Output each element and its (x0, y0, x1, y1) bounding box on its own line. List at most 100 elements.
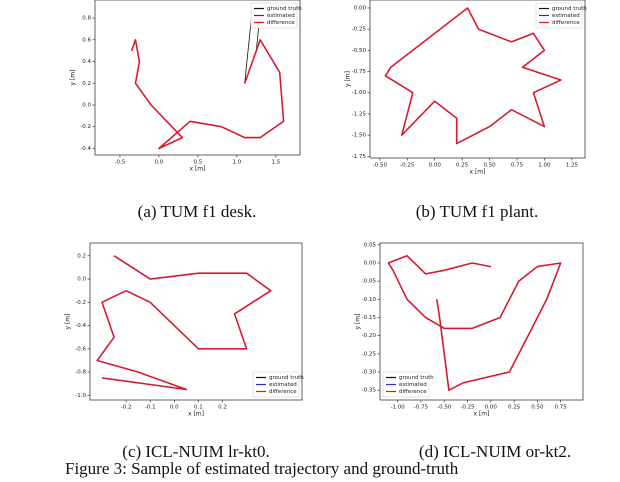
x-tick-label: 0.50 (483, 163, 496, 169)
legend-label: difference (552, 20, 580, 26)
x-tick-label: 1.0 (232, 160, 241, 166)
legend-label: estimated (269, 382, 297, 388)
y-tick-label: -0.05 (362, 279, 377, 285)
x-tick-label: 0.2 (218, 405, 227, 411)
y-axis-label: y [m] (345, 71, 352, 87)
legend-label: estimated (267, 13, 295, 19)
x-tick-label: -0.50 (373, 163, 388, 169)
trajectory (96, 255, 272, 391)
y-tick-label: -1.75 (352, 154, 367, 160)
y-tick-label: -0.4 (75, 323, 86, 329)
y-tick-label: -0.20 (362, 333, 377, 339)
y-tick-label: -0.8 (75, 370, 86, 376)
y-tick-label: 0.2 (82, 81, 91, 87)
x-tick-label: -0.5 (115, 160, 126, 166)
y-tick-label: -1.50 (352, 133, 367, 139)
trajectory (96, 255, 272, 390)
y-tick-label: -0.75 (352, 69, 367, 75)
x-tick-label: 0.5 (194, 160, 203, 166)
subfigure-caption: (c) ICL-NUIM lr-kt0. (122, 442, 269, 461)
trajectory (385, 7, 562, 144)
y-tick-label: 0.05 (364, 242, 377, 248)
legend-label: ground truth (269, 375, 304, 381)
x-tick-label: 1.25 (566, 163, 579, 169)
subfigure-caption: (d) ICL-NUIM or-kt2. (419, 442, 571, 461)
y-tick-label: -1.25 (352, 111, 367, 117)
y-tick-label: -1.00 (352, 90, 367, 96)
x-axis-label: x [m] (188, 411, 204, 418)
legend-label: ground truth (267, 6, 302, 12)
x-tick-label: 0.50 (531, 405, 544, 411)
y-tick-label: -0.2 (75, 300, 86, 306)
figure-caption: Figure 3: Sample of estimated trajectory… (65, 459, 459, 478)
legend-label: difference (267, 20, 295, 26)
x-axis-label: x [m] (470, 169, 486, 176)
x-tick-label: -0.75 (414, 405, 429, 411)
x-tick-label: 0.25 (508, 405, 521, 411)
y-tick-label: 0.6 (82, 37, 91, 43)
y-tick-label: 0.0 (77, 277, 86, 283)
x-axis-label: x [m] (190, 166, 206, 173)
trajectory (384, 7, 562, 145)
y-tick-label: -0.10 (362, 297, 377, 303)
x-tick-label: 1.00 (538, 163, 551, 169)
y-tick-label: -1.0 (75, 393, 86, 399)
trajectory (130, 39, 285, 150)
x-tick-label: 0.0 (155, 160, 164, 166)
subfigure-caption: (a) TUM f1 desk. (138, 202, 257, 221)
y-axis-label: y [m] (70, 70, 77, 86)
trajectory (131, 39, 285, 149)
axes-frame (369, 0, 586, 159)
y-tick-label: -0.30 (362, 370, 377, 376)
x-tick-label: -0.1 (145, 405, 156, 411)
y-axis-label: y [m] (355, 314, 362, 330)
legend-label: ground truth (399, 375, 434, 381)
x-tick-label: 0.25 (456, 163, 469, 169)
axes-frame (379, 242, 584, 401)
legend-label: ground truth (552, 6, 587, 12)
legend-label: difference (269, 389, 297, 395)
y-tick-label: -0.25 (352, 27, 367, 33)
y-tick-label: 0.00 (354, 5, 367, 11)
x-tick-label: 0.75 (555, 405, 568, 411)
x-tick-label: 0.00 (485, 405, 498, 411)
legend-label: difference (399, 389, 427, 395)
y-tick-label: 0.2 (77, 253, 86, 259)
legend-label: estimated (399, 382, 427, 388)
y-tick-label: 0.8 (82, 16, 91, 22)
x-axis-label: x [m] (474, 411, 490, 418)
axes-frame (94, 0, 301, 156)
x-tick-label: 0.75 (511, 163, 524, 169)
x-tick-label: 1.5 (271, 160, 280, 166)
subfigure-caption: (b) TUM f1 plant. (416, 202, 538, 221)
legend-label: estimated (552, 13, 580, 19)
y-tick-label: 0.00 (364, 260, 377, 266)
x-tick-label: -0.2 (121, 405, 132, 411)
y-tick-label: 0.4 (82, 59, 91, 65)
y-tick-label: -0.15 (362, 315, 377, 321)
x-tick-label: -0.25 (400, 163, 415, 169)
x-tick-label: 0.1 (194, 405, 203, 411)
y-tick-label: 0.0 (82, 103, 91, 109)
trajectory (131, 6, 284, 149)
y-axis-label: y [m] (65, 314, 72, 330)
y-tick-label: -0.35 (362, 388, 377, 394)
x-tick-label: 0.00 (429, 163, 442, 169)
y-tick-label: -0.50 (352, 48, 367, 54)
y-tick-label: -0.6 (75, 346, 86, 352)
x-tick-label: -0.25 (460, 405, 475, 411)
axes-frame (89, 242, 303, 401)
trajectory (384, 7, 562, 145)
x-tick-label: 0.0 (170, 405, 179, 411)
y-tick-label: -0.4 (80, 146, 91, 152)
trajectory (387, 254, 562, 391)
y-tick-label: -0.2 (80, 124, 91, 130)
y-tick-label: -0.25 (362, 351, 377, 357)
x-tick-label: -0.50 (437, 405, 452, 411)
x-tick-label: -1.00 (391, 405, 406, 411)
